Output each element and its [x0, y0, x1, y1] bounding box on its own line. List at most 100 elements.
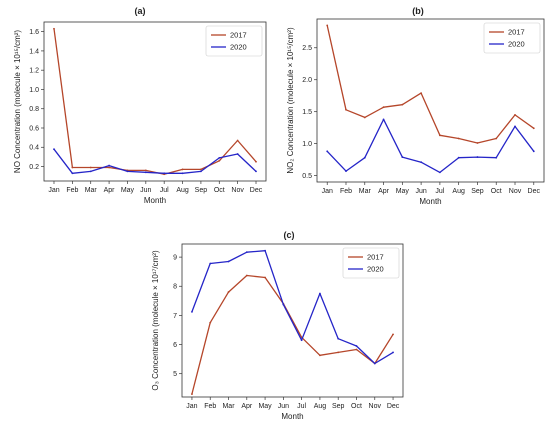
x-tick-label: Jul: [297, 403, 306, 410]
data-point-2020: [373, 362, 376, 365]
data-point-2020: [476, 156, 479, 158]
x-tick-label: Jan: [48, 187, 59, 194]
x-tick-label: Oct: [214, 187, 225, 194]
legend-label: 2020: [367, 265, 384, 274]
data-point-2017: [420, 92, 423, 95]
data-point-2020: [245, 251, 248, 254]
y-tick-label: 9: [173, 255, 177, 262]
data-point-2020: [144, 171, 147, 174]
data-point-2020: [319, 292, 321, 295]
y-tick-label: 1.5: [302, 109, 312, 116]
y-tick-label: 6: [173, 342, 177, 349]
data-point-2020: [392, 351, 394, 354]
data-point-2020: [209, 262, 212, 265]
legend-box: [205, 25, 263, 57]
x-axis-label: Month: [419, 197, 441, 206]
data-point-2017: [319, 354, 321, 357]
data-point-2020: [126, 170, 129, 173]
data-point-2017: [209, 321, 212, 324]
y-axis-label: O₃ Concentration (molecule × 10¹⁷/cm²): [151, 250, 160, 391]
y-tick-label: 1.0: [302, 141, 312, 148]
x-tick-label: Nov: [231, 187, 244, 194]
legend-label: 2017: [367, 253, 384, 262]
x-tick-label: May: [121, 187, 135, 194]
data-point-2020: [438, 171, 441, 174]
data-point-2020: [363, 156, 366, 159]
data-point-2017: [514, 113, 516, 116]
data-point-2017: [218, 159, 221, 162]
data-point-2020: [89, 170, 92, 173]
y-tick-label: 1.4: [29, 48, 39, 55]
data-point-2020: [401, 156, 404, 158]
x-axis-label: Month: [281, 412, 303, 421]
data-point-2017: [532, 127, 535, 130]
data-point-2017: [227, 291, 230, 293]
data-point-2017: [181, 168, 184, 171]
data-point-2020: [236, 153, 239, 155]
y-tick-label: 8: [173, 284, 177, 291]
data-point-2017: [264, 276, 266, 279]
chart-panel-0: (a) 0.2 0.4 0.6 0.8 1.0 1.2 1.4 1.6 Jan Feb Mar Apr M…: [13, 6, 267, 205]
x-tick-label: Aug: [314, 403, 327, 410]
data-point-2020: [53, 148, 55, 151]
data-point-2017: [355, 348, 358, 351]
x-tick-label: Jul: [435, 188, 444, 195]
data-point-2020: [264, 249, 266, 252]
y-axis-label: NO₂ Concentration (molecule × 10¹⁵/cm²): [286, 27, 295, 174]
y-tick-label: 0.6: [29, 125, 39, 132]
y-tick-label: 0.4: [29, 145, 39, 152]
x-tick-label: Mar: [359, 188, 372, 195]
legend-box: [342, 247, 400, 279]
data-point-2017: [245, 274, 248, 277]
y-tick-label: 5: [173, 371, 177, 378]
x-tick-label: Aug: [452, 188, 465, 195]
data-point-2017: [438, 134, 441, 137]
legend-box: [483, 22, 541, 54]
data-point-2020: [227, 260, 230, 263]
x-tick-label: May: [396, 188, 410, 195]
data-point-2020: [457, 156, 460, 159]
series-line-2020: [191, 250, 394, 365]
data-point-2020: [420, 161, 423, 164]
data-point-2020: [345, 170, 347, 173]
panel-title: (c): [284, 230, 295, 240]
data-point-2020: [255, 170, 257, 173]
data-point-2020: [532, 150, 535, 153]
data-point-2020: [282, 303, 285, 306]
x-tick-label: Sep: [195, 187, 208, 194]
legend-label: 2017: [230, 31, 247, 40]
data-point-2017: [191, 393, 193, 395]
data-point-2020: [108, 164, 110, 167]
panel-title: (b): [412, 6, 424, 16]
x-tick-label: Apr: [378, 188, 390, 195]
x-tick-label: Sep: [471, 188, 484, 195]
y-tick-label: 0.2: [29, 164, 39, 171]
y-tick-label: 2.5: [302, 45, 312, 52]
series-line-2017: [326, 25, 535, 144]
y-tick-label: 2.0: [302, 77, 312, 84]
data-point-2020: [514, 125, 516, 128]
x-tick-label: Feb: [204, 403, 216, 410]
x-tick-label: Jan: [186, 403, 197, 410]
data-point-2020: [200, 170, 202, 173]
x-axis-label: Month: [144, 196, 166, 205]
y-tick-label: 1.0: [29, 87, 39, 94]
x-tick-label: May: [258, 403, 272, 410]
panel-title: (a): [135, 6, 146, 16]
data-point-2020: [300, 339, 303, 342]
x-tick-label: Mar: [85, 187, 98, 194]
x-tick-label: Jun: [140, 187, 151, 194]
data-point-2020: [163, 172, 166, 175]
plot-frame: [43, 21, 267, 182]
x-tick-label: Mar: [222, 403, 235, 410]
data-point-2020: [355, 345, 358, 347]
x-tick-label: Jul: [160, 187, 169, 194]
data-point-2020: [71, 172, 74, 175]
legend-label: 2020: [230, 43, 247, 52]
x-tick-label: Nov: [369, 403, 382, 410]
y-tick-label: 7: [173, 313, 177, 320]
x-tick-label: Dec: [387, 403, 400, 410]
data-point-2020: [337, 337, 340, 340]
x-tick-label: Apr: [104, 187, 116, 194]
y-axis-label: NO Concentration (molecule × 10¹⁵/cm²): [13, 30, 22, 173]
